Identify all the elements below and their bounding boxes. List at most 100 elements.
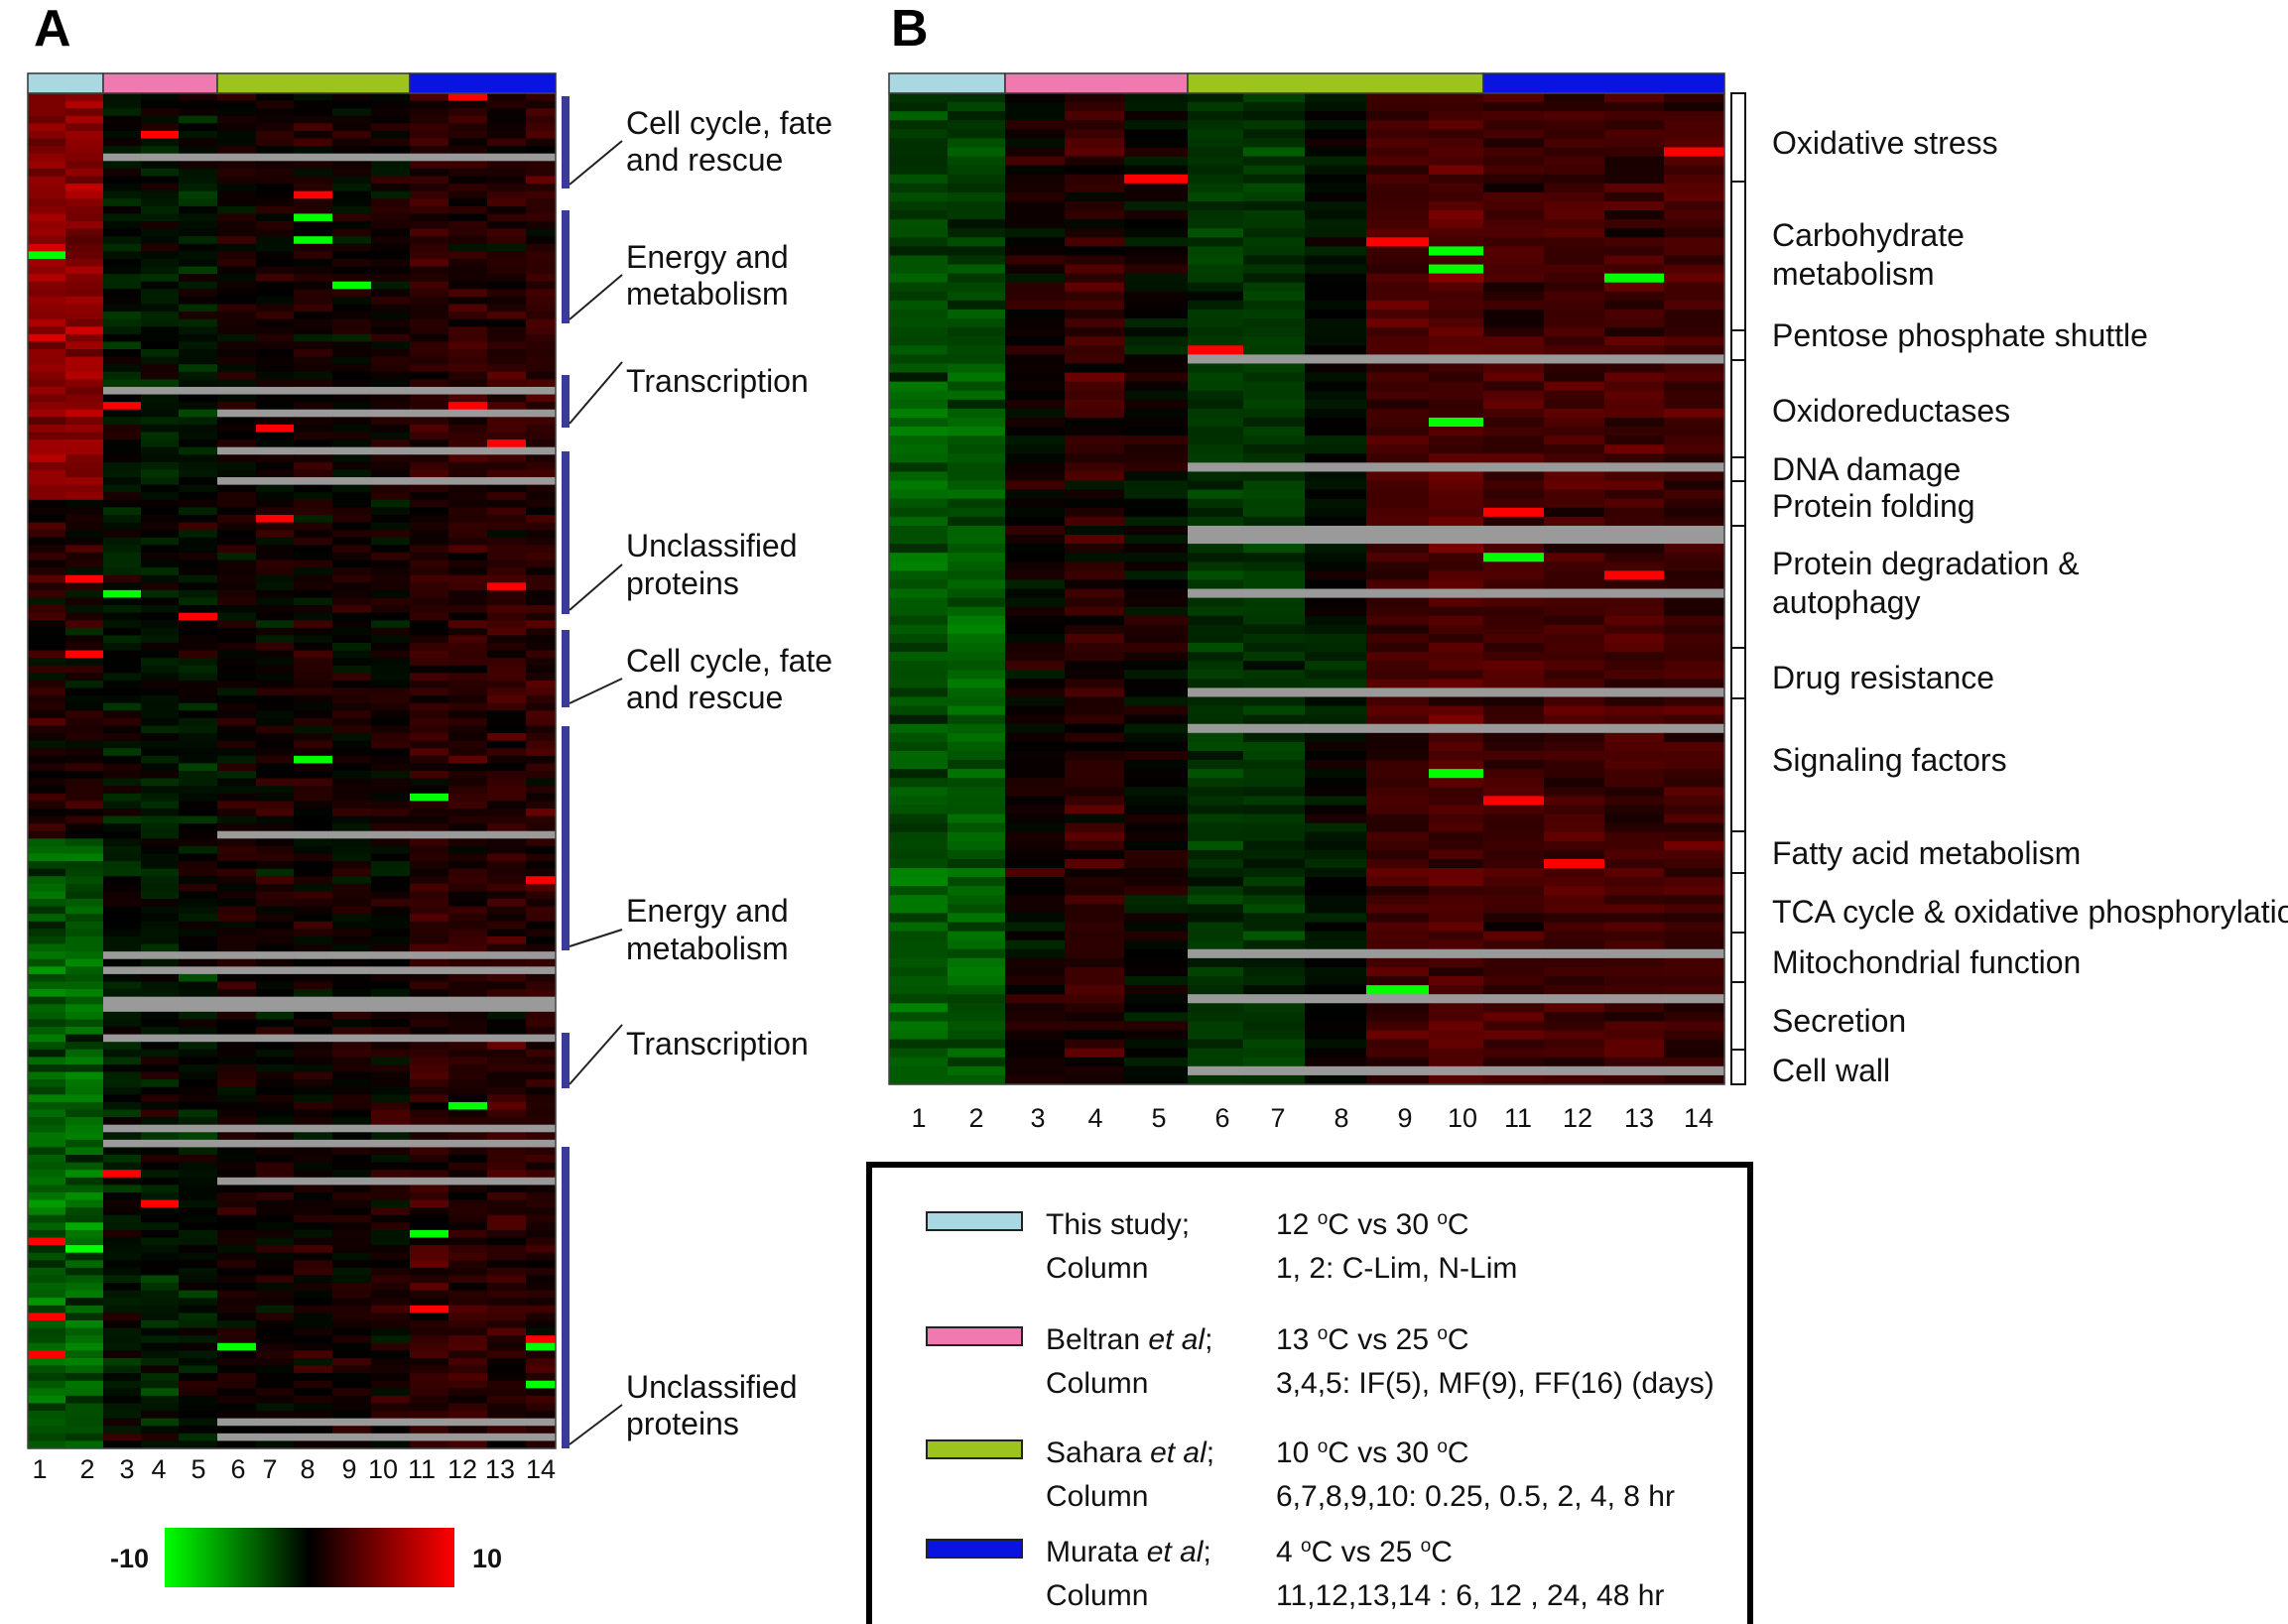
heatmap-cell xyxy=(487,469,527,478)
heatmap-cell xyxy=(1243,417,1306,428)
heatmap-cell xyxy=(948,300,1006,311)
heatmap-cell xyxy=(526,793,557,802)
heatmap-cell xyxy=(294,123,333,132)
heatmap-cell xyxy=(1005,525,1066,536)
heatmap-cell xyxy=(410,1335,449,1344)
heatmap-cell xyxy=(1429,120,1484,130)
heatmap-cell xyxy=(1429,787,1484,797)
heatmap-cell xyxy=(332,123,372,132)
heatmap-cell xyxy=(1366,111,1430,121)
heatmap-cell xyxy=(217,417,257,426)
heatmap-cell xyxy=(28,108,66,117)
heatmap-cell xyxy=(1429,1012,1484,1023)
heatmap-cell xyxy=(371,477,411,486)
heatmap-cell xyxy=(141,1019,180,1028)
heatmap-cell xyxy=(65,748,104,757)
heatmap-cell xyxy=(1664,156,1725,167)
heatmap-cell xyxy=(28,1312,66,1321)
heatmap-cell xyxy=(1124,156,1189,167)
heatmap-cell xyxy=(371,1094,411,1103)
heatmap-cell xyxy=(410,755,449,765)
heatmap-cell xyxy=(1483,408,1545,419)
heatmap-cell xyxy=(294,560,333,568)
heatmap-cell xyxy=(1124,687,1189,698)
heatmap-cell xyxy=(1544,165,1605,176)
category-leader-line xyxy=(569,274,623,320)
heatmap-cell xyxy=(448,312,488,320)
heatmap-cell xyxy=(1243,354,1306,365)
heatmap-cell xyxy=(487,899,527,908)
heatmap-cell xyxy=(410,899,449,908)
heatmap-cell xyxy=(1429,174,1484,185)
heatmap-cell xyxy=(179,461,218,471)
heatmap-cell xyxy=(1544,877,1605,887)
heatmap-cell xyxy=(65,687,104,696)
heatmap-cell xyxy=(1188,760,1244,770)
heatmap-cell xyxy=(1243,966,1306,977)
heatmap-cell xyxy=(294,514,333,524)
heatmap-cell xyxy=(294,146,333,155)
heatmap-cell xyxy=(103,492,142,501)
heatmap-cell xyxy=(141,507,180,516)
heatmap-cell xyxy=(1005,345,1066,355)
heatmap-cell xyxy=(103,650,142,659)
heatmap-cell xyxy=(28,190,66,199)
column-ticks-a: 1 2 3 4 5 6 7 8 9 10 11 12 13 14 xyxy=(32,1454,556,1484)
heatmap-cell xyxy=(1429,796,1484,807)
heatmap-cell xyxy=(1604,670,1665,680)
heatmap-cell xyxy=(179,1342,218,1351)
heatmap-cell xyxy=(1124,714,1189,725)
heatmap-cell xyxy=(1483,931,1545,941)
heatmap-cell xyxy=(294,258,333,268)
heatmap-cell xyxy=(103,801,142,810)
heatmap-cell xyxy=(1124,822,1189,833)
heatmap-cell xyxy=(410,733,449,742)
heatmap-cell xyxy=(1604,390,1665,401)
heatmap-cell xyxy=(487,1403,527,1412)
heatmap-cell xyxy=(141,115,180,124)
heatmap-cells-a xyxy=(28,93,557,1449)
heatmap-cell xyxy=(1544,1065,1605,1076)
heatmap-cell xyxy=(410,1298,449,1307)
heatmap-cell xyxy=(1188,652,1244,662)
heatmap-cell xyxy=(256,258,295,268)
heatmap-cell xyxy=(487,312,527,320)
heatmap-cell xyxy=(1483,948,1545,959)
heatmap-cell xyxy=(179,1357,218,1367)
heatmap-cell xyxy=(948,939,1006,950)
category-label: metabolism xyxy=(626,931,789,966)
heatmap-cell xyxy=(28,1124,66,1133)
heatmap-cell xyxy=(1124,652,1189,662)
heatmap-cell xyxy=(1544,687,1605,698)
heatmap-cell xyxy=(1604,985,1665,995)
heatmap-cell xyxy=(332,582,372,591)
heatmap-cell xyxy=(179,1011,218,1021)
heatmap-cell xyxy=(28,1418,66,1427)
heatmap-cell xyxy=(1544,516,1605,527)
heatmap-cell xyxy=(28,861,66,870)
heatmap-cell xyxy=(1604,966,1665,977)
heatmap-cell xyxy=(65,454,104,463)
heatmap-cell xyxy=(371,1191,411,1201)
heatmap-cell xyxy=(526,1342,557,1351)
heatmap-cell xyxy=(28,899,66,908)
heatmap-cell xyxy=(1005,778,1066,788)
heatmap-cell xyxy=(217,424,257,434)
heatmap-cell xyxy=(1664,588,1725,599)
heatmap-cell xyxy=(1544,498,1605,509)
heatmap-cell xyxy=(65,1155,104,1164)
heatmap-cell xyxy=(1429,318,1484,328)
heatmap-cell xyxy=(1305,1048,1367,1059)
heatmap-cell xyxy=(65,243,104,252)
heatmap-cell xyxy=(141,477,180,486)
heatmap-cell xyxy=(948,102,1006,112)
heatmap-cell xyxy=(1124,327,1189,337)
heatmap-cell xyxy=(1124,1021,1189,1032)
heatmap-cell xyxy=(332,1342,372,1351)
heatmap-cell xyxy=(1544,372,1605,383)
heatmap-cell xyxy=(65,1199,104,1208)
heatmap-cell xyxy=(65,318,104,327)
heatmap-cell xyxy=(1366,750,1430,761)
heatmap-cell xyxy=(948,670,1006,680)
heatmap-cell xyxy=(371,371,411,380)
